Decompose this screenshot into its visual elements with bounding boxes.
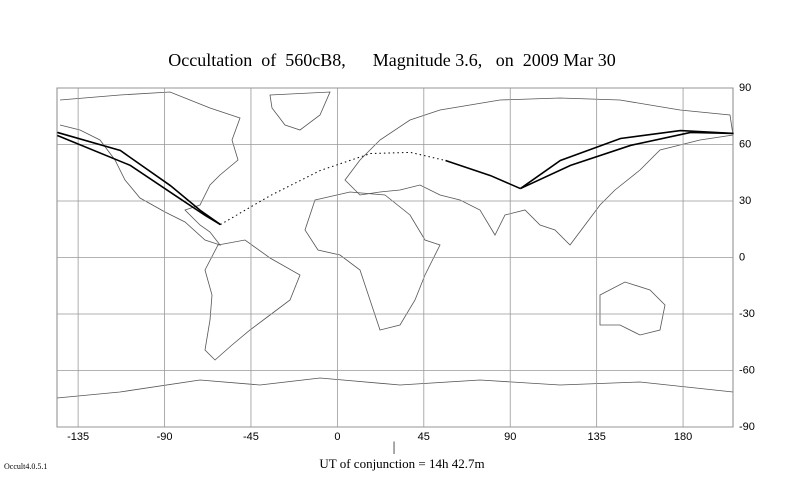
y-tick-label: 30 xyxy=(739,195,751,207)
y-tick-label: -90 xyxy=(739,421,755,433)
europe-asia xyxy=(344,97,734,246)
x-tick-label: 90 xyxy=(504,431,516,443)
x-tick-label: 45 xyxy=(418,431,430,443)
africa xyxy=(304,191,441,331)
path-line xyxy=(520,131,734,190)
x-tick-label: 135 xyxy=(587,431,605,443)
conjunction-marker: | xyxy=(393,440,396,455)
path-line xyxy=(57,134,221,226)
path-line xyxy=(519,129,734,190)
antarctica xyxy=(56,377,734,399)
y-tick-label: -60 xyxy=(739,364,755,376)
south-america xyxy=(204,239,301,361)
chart-title: Occultation of 560cB8, Magnitude 3.6, on… xyxy=(168,50,615,70)
x-tick-label: 180 xyxy=(674,431,692,443)
y-tick-label: -30 xyxy=(739,308,755,320)
x-tick-label: -135 xyxy=(67,431,89,443)
path-line xyxy=(220,151,446,225)
y-tick-label: 90 xyxy=(739,82,751,94)
footnote: UT of conjunction = 14h 42.7m xyxy=(319,456,484,471)
path-line xyxy=(445,159,521,190)
continents xyxy=(56,91,734,399)
x-tick-label: 0 xyxy=(334,431,340,443)
north-america xyxy=(59,91,241,246)
x-tick-label: -90 xyxy=(157,431,173,443)
y-tick-label: 0 xyxy=(739,251,745,263)
greenland xyxy=(269,91,331,131)
x-tick-label: -45 xyxy=(243,431,259,443)
path-line xyxy=(57,131,221,226)
y-tick-label: 60 xyxy=(739,138,751,150)
version-label: Occult4.0.5.1 xyxy=(4,462,47,471)
australia xyxy=(599,281,666,336)
